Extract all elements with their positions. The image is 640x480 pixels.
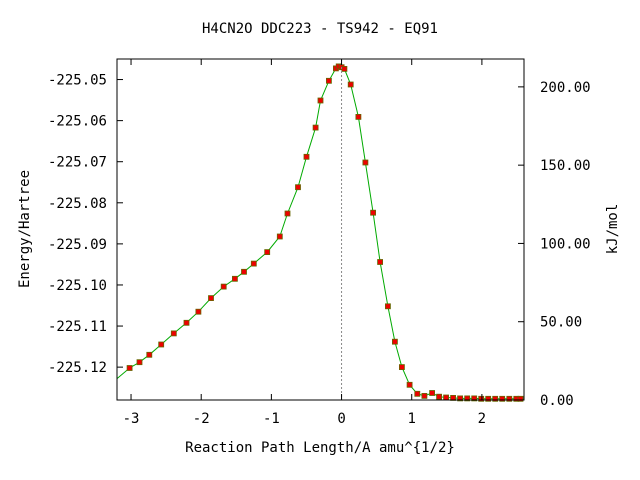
- data-point: [362, 159, 369, 166]
- data-point: [457, 395, 464, 402]
- x-tick-label: -3: [123, 411, 140, 427]
- x-tick-label: 2: [478, 411, 486, 427]
- y-tick-label: -225.09: [48, 237, 107, 253]
- y-tick-label: -225.11: [48, 319, 107, 335]
- y2-tick-label: 100.00: [540, 236, 591, 252]
- y-axis-label: Energy/Hartree: [17, 170, 33, 288]
- y2-tick-label: 50.00: [540, 315, 582, 331]
- data-point: [370, 209, 377, 216]
- y-tick-label: -225.12: [48, 360, 107, 376]
- chart-title: H4CN2O DDC223 - TS942 - EQ91: [202, 21, 438, 37]
- y-tick-label: -225.08: [48, 196, 107, 212]
- data-point: [398, 364, 405, 371]
- axes-layer: -3 -2 -1 0 1 2 -225.05 -225.06 -225.07 -225.08 -22…: [48, 58, 591, 427]
- data-point: [443, 394, 450, 401]
- data-point: [384, 303, 391, 310]
- data-point: [126, 365, 133, 371]
- y2-axis-label: kJ/mol: [605, 204, 621, 255]
- data-point: [158, 341, 165, 348]
- y2-tick-label: 0.00: [540, 393, 574, 409]
- data-point: [436, 393, 443, 400]
- data-point: [195, 308, 202, 315]
- data-point: [208, 295, 214, 302]
- data-point: [295, 184, 301, 191]
- data-point: [471, 395, 478, 402]
- data-point: [146, 351, 153, 358]
- x-tick-label: -2: [193, 411, 210, 427]
- plot-frame: [116, 58, 525, 401]
- x-tick-label: 1: [408, 411, 416, 427]
- x-tick-label: 0: [337, 411, 345, 427]
- data-point: [355, 114, 362, 120]
- data-point: [341, 66, 348, 72]
- data-point: [406, 381, 413, 388]
- data-point: [485, 395, 492, 402]
- data-point: [312, 124, 319, 131]
- data-point: [220, 283, 227, 290]
- y-tick-label: -225.07: [48, 155, 107, 171]
- data-point: [421, 392, 428, 399]
- data-point: [347, 81, 354, 88]
- data-point: [303, 153, 310, 160]
- energy-curve: [117, 65, 521, 400]
- data-point: [478, 395, 485, 402]
- data-point: [464, 395, 471, 402]
- data-point: [284, 210, 291, 217]
- series-layer: [117, 63, 524, 402]
- y-tick-label: -225.06: [48, 114, 107, 130]
- data-point: [241, 268, 247, 275]
- data-point: [325, 77, 332, 84]
- data-point: [264, 249, 271, 256]
- x-tick-label: -1: [263, 411, 280, 427]
- data-point: [429, 390, 436, 396]
- data-point: [170, 330, 177, 337]
- data-point: [414, 390, 421, 397]
- y2-tick-label: 200.00: [540, 80, 591, 96]
- data-point: [391, 338, 398, 345]
- data-point: [492, 395, 499, 402]
- data-point: [276, 233, 283, 240]
- data-point: [250, 260, 257, 267]
- y2-tick-label: 150.00: [540, 158, 591, 174]
- data-point: [231, 275, 238, 282]
- data-point: [506, 395, 513, 402]
- y-tick-label: -225.05: [48, 73, 107, 89]
- data-point: [136, 359, 143, 366]
- data-point: [317, 97, 324, 104]
- y-tick-label: -225.10: [48, 278, 107, 294]
- x-axis-label: Reaction Path Length/A amu^{1/2}: [185, 440, 455, 456]
- data-point: [517, 395, 524, 402]
- data-point: [499, 395, 506, 402]
- data-point: [183, 319, 190, 326]
- data-point: [377, 259, 384, 265]
